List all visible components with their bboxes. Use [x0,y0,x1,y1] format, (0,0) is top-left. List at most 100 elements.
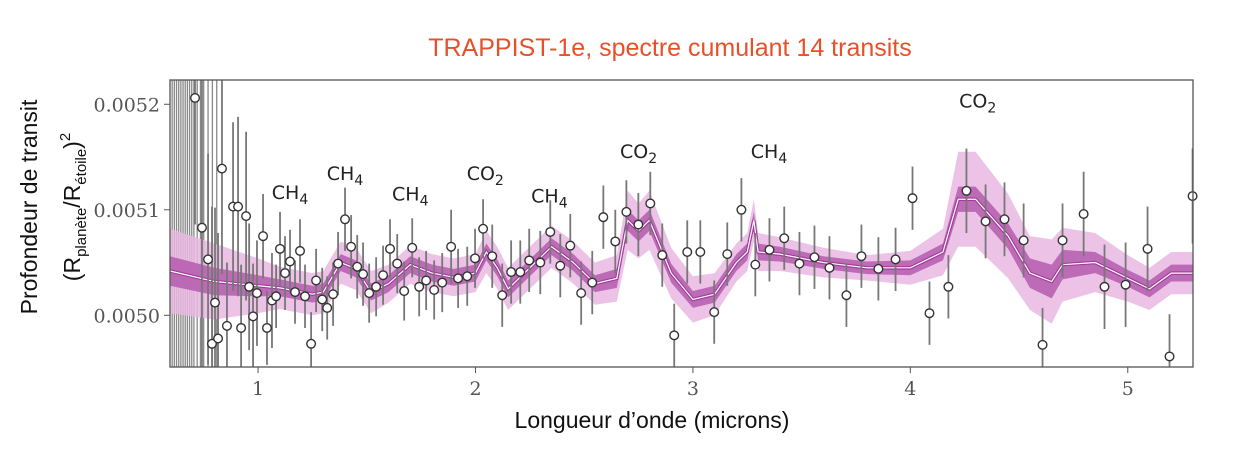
data-point [794,258,805,269]
molecule-subscript: 2 [987,100,996,116]
data-point [1057,235,1068,246]
data-point [244,281,255,292]
data-point [1142,243,1153,254]
x-tick-label: 3 [687,378,699,400]
y-label-part: (R [59,257,85,281]
data-point [306,338,317,349]
data-point [399,286,410,297]
data-point [478,223,489,234]
data-point [943,281,954,292]
data-point [453,273,464,284]
data-point [248,311,259,322]
molecule-subscript: 4 [299,192,308,208]
data-point [317,294,328,305]
data-point [275,243,286,254]
data-point [258,231,269,242]
data-point [709,307,720,318]
y-label-subscript: planète [73,208,90,257]
y-tick-label: 0.0051 [94,200,160,222]
molecule-name: CO [620,141,648,163]
data-point [1120,279,1131,290]
data-point [346,241,357,252]
plot-frame [169,79,1194,368]
data-point [565,240,576,251]
molecule-subscript: 4 [354,173,363,189]
data-point [385,243,396,254]
molecule-label: CO2 [959,90,996,116]
data-point [695,246,706,257]
data-point [300,291,311,302]
data-point [764,244,775,255]
data-point [462,271,473,282]
molecule-label: CO2 [467,163,504,189]
molecule-label: CO2 [620,141,657,167]
y-axis-label-line1: Profondeur de transit [16,99,42,314]
data-point [196,222,207,233]
molecule-name: CH [392,183,420,205]
x-tick-label: 1 [252,378,264,400]
x-tick-label: 2 [469,378,481,400]
data-point [241,211,252,222]
plot-content [169,80,1198,367]
data-point [856,251,867,262]
data-point [524,255,535,266]
y-label-part: ) [59,141,85,149]
data-point [271,291,282,302]
data-point [236,322,247,333]
data-point [497,290,508,301]
chart-title: TRAPPIST-1e, spectre cumulant 14 transit… [428,34,912,62]
data-point [203,254,214,265]
x-tick-label: 5 [1122,378,1134,400]
data-point [669,330,680,341]
y-tick-label: 0.0050 [94,305,160,327]
data-point [907,193,918,204]
data-point [421,275,432,286]
data-point [261,322,272,333]
data-point [890,254,901,265]
data-point [682,246,693,257]
data-point [378,270,389,281]
y-axis-label-line2: (Rplanète/Rétoile)2 [57,133,90,281]
data-point [429,284,440,295]
y-label-superscript: 2 [57,133,74,141]
molecule-subscript: 2 [495,173,504,189]
data-point [322,302,333,313]
data-point [328,289,339,300]
data-point [414,281,425,292]
molecule-subscript: 2 [648,151,657,167]
molecule-name: CO [467,163,495,185]
data-point [999,214,1010,225]
molecule-name: CH [531,185,559,207]
data-point [213,333,224,344]
data-point [1037,339,1048,350]
data-point [446,241,457,252]
data-point [657,250,668,261]
y-label-part: /R [59,185,85,208]
data-point [221,320,232,331]
data-point [437,277,448,288]
data-point [645,198,656,209]
molecule-label: CH4 [751,141,788,167]
data-point [809,252,820,263]
molecule-subscript: 4 [420,193,429,209]
y-label-subscript: étoile [73,149,90,185]
data-point [598,212,609,223]
data-point [290,287,301,298]
data-point [352,261,363,272]
data-point [587,277,598,288]
data-point [333,258,344,269]
data-point [824,262,835,273]
data-point [407,242,418,253]
data-point [371,281,382,292]
data-point [980,216,991,227]
data-point [210,297,221,308]
data-point [750,259,761,270]
data-point [311,275,322,286]
molecule-name: CH [751,141,779,163]
x-tick-label: 4 [904,378,916,400]
molecule-label: CH4 [327,163,364,189]
x-axis-label: Longueur d’onde (microns) [515,407,790,433]
molecule-label: CH4 [392,183,429,209]
